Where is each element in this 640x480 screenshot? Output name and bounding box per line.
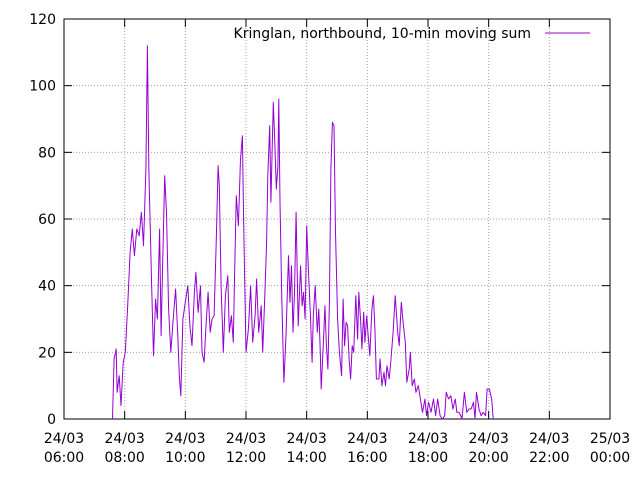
x-tick-label-time: 20:00 bbox=[468, 450, 508, 466]
x-tick-label-time: 22:00 bbox=[529, 450, 569, 466]
series-line-0 bbox=[112, 45, 494, 420]
y-tick-label: 0 bbox=[47, 412, 56, 428]
tick-labels: 0 20 40 60 80 100 120 24/03 06:00 24/03 08:00 24/03… bbox=[29, 12, 630, 466]
tick-marks bbox=[63, 18, 611, 420]
x-tick-label-time: 10:00 bbox=[165, 450, 205, 466]
x-tick-label-date: 24/03 bbox=[529, 431, 569, 447]
x-tick-label-date: 25/03 bbox=[590, 431, 630, 447]
legend: Kringlan, northbound, 10-min moving sum bbox=[234, 26, 590, 42]
y-tick-label: 40 bbox=[38, 279, 56, 295]
x-tick-label-date: 24/03 bbox=[468, 431, 508, 447]
x-tick-label-time: 18:00 bbox=[408, 450, 448, 466]
x-tick-label-time: 12:00 bbox=[226, 450, 266, 466]
x-tick-label-date: 24/03 bbox=[165, 431, 205, 447]
legend-label: Kringlan, northbound, 10-min moving sum bbox=[234, 26, 531, 42]
x-tick-label-time: 16:00 bbox=[347, 450, 387, 466]
x-tick-label-time: 08:00 bbox=[104, 450, 144, 466]
y-tick-label: 60 bbox=[38, 212, 56, 228]
x-tick-label-date: 24/03 bbox=[226, 431, 266, 447]
x-tick-label-time: 06:00 bbox=[44, 450, 84, 466]
y-tick-label: 120 bbox=[29, 12, 56, 28]
x-tick-label-date: 24/03 bbox=[104, 431, 144, 447]
x-tick-label-date: 24/03 bbox=[347, 431, 387, 447]
y-tick-label: 100 bbox=[29, 79, 56, 95]
y-tick-label: 80 bbox=[38, 145, 56, 161]
series-lines bbox=[112, 45, 494, 420]
x-tick-label-time: 14:00 bbox=[286, 450, 326, 466]
x-tick-label-date: 24/03 bbox=[408, 431, 448, 447]
x-tick-label-date: 24/03 bbox=[44, 431, 84, 447]
x-tick-label-time: 00:00 bbox=[590, 450, 630, 466]
y-tick-label: 20 bbox=[38, 345, 56, 361]
x-tick-label-date: 24/03 bbox=[286, 431, 326, 447]
